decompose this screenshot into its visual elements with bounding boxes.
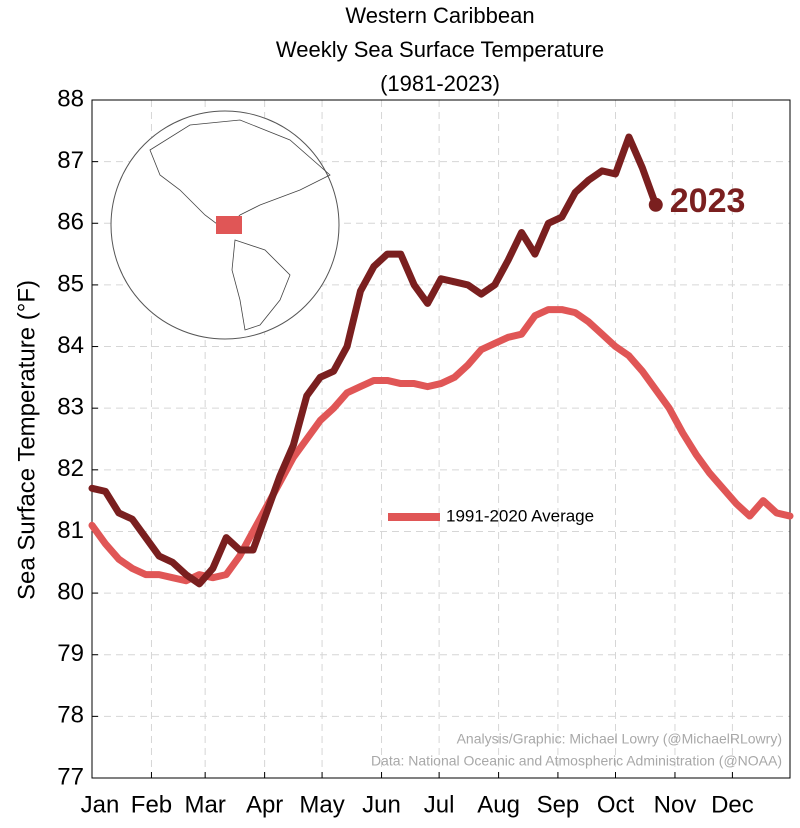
y-tick-label: 81 <box>57 517 84 544</box>
series-end-label: 2023 <box>670 182 746 220</box>
chart-subtitle: Weekly Sea Surface Temperature <box>276 37 604 62</box>
series-line <box>88 306 794 585</box>
y-axis-label: Sea Surface Temperature (°F) <box>13 280 40 600</box>
y-tick-label: 88 <box>57 85 84 112</box>
y-tick-label: 82 <box>57 455 84 482</box>
x-tick-label: Apr <box>246 791 283 818</box>
legend-label: 1991-2020 Average <box>446 506 594 525</box>
y-tick-label: 83 <box>57 394 84 421</box>
x-tick-label: Mar <box>184 791 225 818</box>
y-tick-label: 79 <box>57 640 84 667</box>
x-tick-label: Oct <box>597 791 635 818</box>
chart-period: (1981-2023) <box>380 71 500 96</box>
x-tick-label: Jan <box>81 791 120 818</box>
y-tick-label: 87 <box>57 147 84 174</box>
x-tick-label: Dec <box>711 791 754 818</box>
x-tick-label: Jul <box>424 791 455 818</box>
y-tick-label: 80 <box>57 578 84 605</box>
x-tick-label: Sep <box>537 791 580 818</box>
chart-title: Western Caribbean <box>345 3 534 28</box>
x-tick-label: Aug <box>477 791 520 818</box>
x-tick-label: Jun <box>362 791 401 818</box>
y-tick-label: 77 <box>57 763 84 790</box>
credit-line: Analysis/Graphic: Michael Lowry (@Michae… <box>457 731 782 747</box>
credit-line: Data: National Oceanic and Atmospheric A… <box>371 753 782 769</box>
y-tick-label: 84 <box>57 332 84 359</box>
series-end-marker <box>648 197 663 212</box>
x-tick-label: May <box>299 791 344 818</box>
plot-frame <box>91 99 791 779</box>
y-tick-label: 78 <box>57 702 84 729</box>
x-tick-label: Nov <box>654 791 697 818</box>
y-tick-label: 85 <box>57 270 84 297</box>
x-tick-label: Feb <box>131 791 172 818</box>
series-line <box>88 133 660 588</box>
y-tick-label: 86 <box>57 209 84 236</box>
globe-inset <box>110 110 340 340</box>
